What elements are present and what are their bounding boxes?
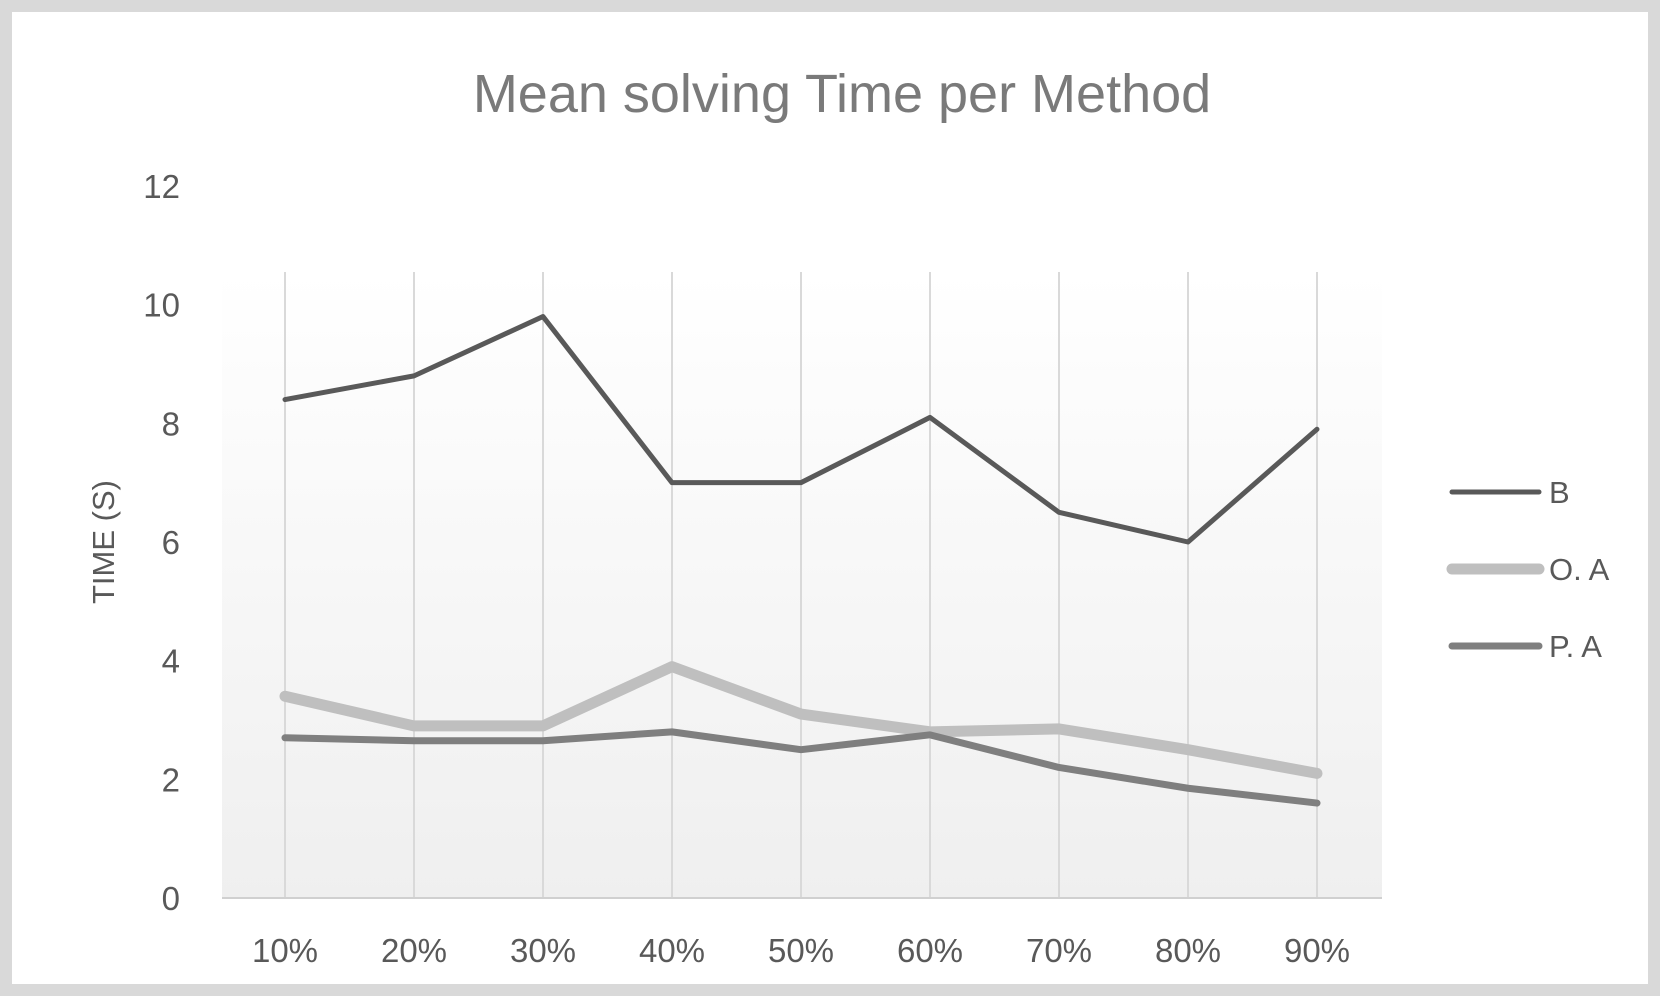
legend-label-2: P. A bbox=[1549, 629, 1602, 664]
series-line-0 bbox=[282, 314, 1320, 545]
y-tick-labels: 0 2 4 6 8 10 12 bbox=[143, 168, 180, 917]
x-tick-labels: 10% 20% 30% 40% 50% 60% 70% 80% 90% bbox=[252, 932, 1350, 969]
x-tick-label: 60% bbox=[897, 932, 963, 969]
y-tick-label: 2 bbox=[162, 761, 180, 798]
legend: B O. A P. A bbox=[1446, 475, 1610, 664]
x-tick-label: 70% bbox=[1026, 932, 1092, 969]
y-tick-label: 0 bbox=[162, 880, 180, 917]
vertical-gridlines bbox=[284, 272, 1318, 898]
y-tick-label: 6 bbox=[162, 524, 180, 561]
y-tick-label: 10 bbox=[143, 287, 180, 324]
legend-label-1: O. A bbox=[1549, 552, 1610, 587]
y-axis-label: TIME (S) bbox=[86, 480, 121, 604]
x-tick-label: 50% bbox=[768, 932, 834, 969]
series-line-2 bbox=[281, 728, 1321, 807]
x-tick-label: 90% bbox=[1284, 932, 1350, 969]
chart-title: Mean solving Time per Method bbox=[473, 64, 1211, 124]
x-tick-label: 40% bbox=[639, 932, 705, 969]
series-lines bbox=[279, 314, 1323, 807]
x-tick-label: 80% bbox=[1155, 932, 1221, 969]
line-chart: Mean solving Time per Method TIME (S) 0 2… bbox=[86, 64, 1610, 969]
x-tick-label: 20% bbox=[381, 932, 447, 969]
series-line-1 bbox=[279, 661, 1323, 779]
y-tick-label: 8 bbox=[162, 405, 180, 442]
x-tick-label: 30% bbox=[510, 932, 576, 969]
legend-label-0: B bbox=[1549, 475, 1570, 510]
y-tick-label: 4 bbox=[162, 643, 180, 680]
x-tick-label: 10% bbox=[252, 932, 318, 969]
y-tick-label: 12 bbox=[143, 168, 180, 205]
